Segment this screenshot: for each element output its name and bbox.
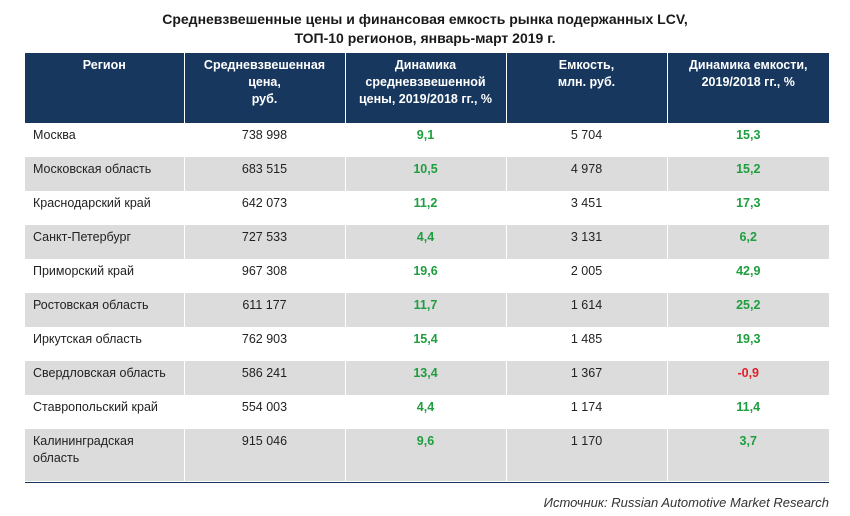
region-cell: Москва [25,123,185,157]
price-change-cell: 11,2 [344,191,507,225]
table-row: Калининградская область 915 046 9,6 1 170 3,7 [25,429,829,481]
title-line-2: ТОП-10 регионов, январь-март 2019 г. [294,30,556,46]
header-line: цены, 2019/2018 гг., % [358,92,493,106]
region-line: Свердловская область [33,366,166,380]
region-line: Иркутская область [33,332,142,346]
price-change-cell: 9,6 [344,429,507,481]
capacity-change-cell: 42,9 [666,259,829,293]
region-line: Москва [33,128,76,142]
region-line: Приморский край [33,264,134,278]
region-cell: Ростовская область [25,293,185,327]
source-note: Источник: Russian Automotive Market Rese… [543,495,829,510]
header-price: Средневзвешенная цена, руб. [183,53,346,123]
region-cell: Краснодарский край [25,191,185,225]
header-capacity-change: Динамика емкости, 2019/2018 гг., % [666,53,829,123]
capacity-cell: 4 978 [505,157,668,191]
region-line: Ставропольский край [33,400,158,414]
header-line: Средневзвешенная [203,58,326,72]
capacity-cell: 3 451 [505,191,668,225]
capacity-change-cell: 15,2 [666,157,829,191]
table-row: Ростовская область 611 177 11,7 1 614 25,2 [25,293,829,327]
price-cell: 586 241 [183,361,346,395]
price-cell: 762 903 [183,327,346,361]
price-change-cell: 19,6 [344,259,507,293]
table-row: Краснодарский край 642 073 11,2 3 451 17,3 [25,191,829,225]
region-cell: Ставропольский край [25,395,185,429]
table-body: Москва 738 998 9,1 5 704 15,3 Московская обла… [25,123,829,481]
capacity-cell: 1 485 [505,327,668,361]
capacity-change-cell: 15,3 [666,123,829,157]
capacity-change-cell: 19,3 [666,327,829,361]
price-change-cell: 4,4 [344,395,507,429]
price-change-cell: 11,7 [344,293,507,327]
regions-table: Регион Средневзвешенная цена, руб. Динамика с… [25,53,829,481]
price-cell: 554 003 [183,395,346,429]
price-cell: 642 073 [183,191,346,225]
table-row: Иркутская область 762 903 15,4 1 485 19,3 [25,327,829,361]
price-change-cell: 4,4 [344,225,507,259]
capacity-change-cell: 3,7 [666,429,829,481]
region-cell: Калининградская область [25,429,185,481]
region-cell: Иркутская область [25,327,185,361]
region-line: область [33,451,80,465]
capacity-cell: 5 704 [505,123,668,157]
capacity-cell: 1 614 [505,293,668,327]
header-line: Динамика [394,58,457,72]
region-cell: Санкт-Петербург [25,225,185,259]
region-line: Санкт-Петербург [33,230,132,244]
region-line: Калининградская [33,434,134,448]
header-capacity: Емкость, млн. руб. [505,53,668,123]
capacity-change-cell: 6,2 [666,225,829,259]
table-row: Москва 738 998 9,1 5 704 15,3 [25,123,829,157]
capacity-cell: 1 367 [505,361,668,395]
header-line: цена, [248,75,281,89]
title-line-1: Средневзвешенные цены и финансовая емкос… [162,11,688,27]
price-cell: 915 046 [183,429,346,481]
capacity-cell: 1 174 [505,395,668,429]
capacity-change-cell: 25,2 [666,293,829,327]
table-row: Санкт-Петербург 727 533 4,4 3 131 6,2 [25,225,829,259]
region-cell: Московская область [25,157,185,191]
table-row: Приморский край 967 308 19,6 2 005 42,9 [25,259,829,293]
region-line: Краснодарский край [33,196,151,210]
region-line: Ростовская область [33,298,149,312]
header-line: средневзвешенной [365,75,486,89]
region-cell: Приморский край [25,259,185,293]
header-line: Динамика емкости, [688,58,808,72]
price-cell: 611 177 [183,293,346,327]
header-line: Регион [82,58,126,72]
capacity-cell: 3 131 [505,225,668,259]
header-price-change: Динамика средневзвешенной цены, 2019/2018 … [344,53,507,123]
price-change-cell: 9,1 [344,123,507,157]
region-cell: Свердловская область [25,361,185,395]
header-line: млн. руб. [557,75,616,89]
header-region: Регион [25,53,185,123]
table-title: Средневзвешенные цены и финансовая емкос… [0,10,850,48]
capacity-change-cell: 11,4 [666,395,829,429]
capacity-cell: 2 005 [505,259,668,293]
price-change-cell: 13,4 [344,361,507,395]
header-row: Регион Средневзвешенная цена, руб. Динамика с… [25,53,829,123]
price-cell: 738 998 [183,123,346,157]
header-line: Емкость, [558,58,615,72]
region-line: Московская область [33,162,152,176]
price-change-cell: 15,4 [344,327,507,361]
price-cell: 967 308 [183,259,346,293]
header-line: руб. [251,92,278,106]
price-cell: 727 533 [183,225,346,259]
table-bottom-rule [25,482,829,483]
table-row: Свердловская область 586 241 13,4 1 367 -0,9 [25,361,829,395]
price-cell: 683 515 [183,157,346,191]
table-row: Ставропольский край 554 003 4,4 1 174 11,4 [25,395,829,429]
header-line: 2019/2018 гг., % [701,75,795,89]
capacity-cell: 1 170 [505,429,668,481]
capacity-change-cell: -0,9 [666,361,829,395]
capacity-change-cell: 17,3 [666,191,829,225]
price-change-cell: 10,5 [344,157,507,191]
table-row: Московская область 683 515 10,5 4 978 15,2 [25,157,829,191]
